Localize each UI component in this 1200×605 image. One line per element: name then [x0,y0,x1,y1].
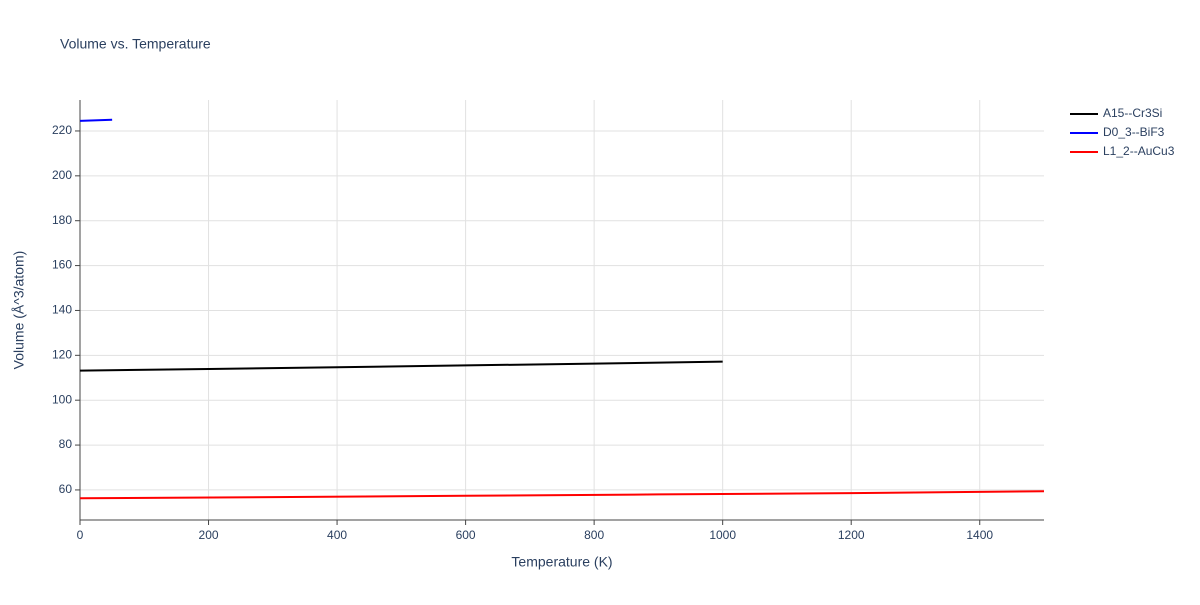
y-axis-title: Volume (Å^3/atom) [11,251,27,370]
y-tick-label: 140 [52,303,72,317]
y-tick-label: 180 [52,213,72,227]
x-tick-label: 400 [327,528,347,542]
x-tick-label: 1200 [838,528,865,542]
legend-label: A15--Cr3Si [1103,106,1162,120]
legend-label: L1_2--AuCu3 [1103,144,1175,158]
x-tick-label: 1400 [966,528,993,542]
series-line [79,360,723,372]
y-tick-label: 160 [52,258,72,272]
x-tick-label: 200 [199,528,219,542]
x-tick-label: 800 [584,528,604,542]
legend-label: D0_3--BiF3 [1103,125,1165,139]
y-tick-label: 120 [52,347,72,361]
y-tick-label: 80 [59,437,73,451]
series-line [79,490,1045,500]
y-tick-label: 200 [52,168,72,182]
y-tick-label: 60 [59,482,73,496]
y-tick-label: 220 [52,123,72,137]
x-tick-label: 0 [77,528,84,542]
x-tick-label: 1000 [709,528,736,542]
y-tick-label: 100 [52,392,72,406]
x-tick-label: 600 [456,528,476,542]
x-axis-title: Temperature (K) [511,554,612,570]
series-line [79,118,113,122]
chart-title: Volume vs. Temperature [60,36,211,52]
